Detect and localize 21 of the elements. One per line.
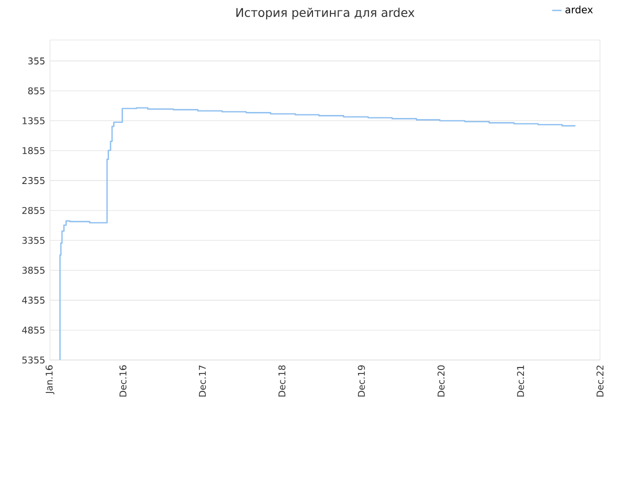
x-tick-label: Dec.20 [438, 365, 445, 397]
x-tick-label: Dec.17 [198, 365, 206, 397]
y-tick-label: 355 [28, 57, 44, 64]
y-tick-label: 2855 [22, 206, 44, 214]
x-tick-label: Dec.19 [358, 365, 365, 397]
y-tick-label: 1355 [22, 117, 44, 124]
y-tick-label: 855 [28, 87, 44, 94]
chart-title: История рейтинга для ardex [236, 8, 414, 20]
y-tick-label: 4355 [22, 296, 44, 304]
y-tick-label: 3355 [22, 236, 44, 244]
x-tick-label: Jan.16 [46, 365, 54, 394]
y-tick-label: 2355 [22, 177, 44, 184]
x-tick-label: Dec.21 [517, 366, 524, 397]
x-tick-label: Dec.16 [119, 365, 126, 397]
x-tick-label: Dec.18 [278, 365, 286, 397]
y-tick-label: 3855 [22, 266, 44, 274]
y-tick-label: 5355 [22, 356, 44, 364]
x-tick-label: Dec.22 [596, 366, 604, 397]
y-tick-label: 4855 [22, 326, 44, 334]
y-tick-label: 1855 [22, 147, 44, 154]
legend-label: ardex [566, 6, 593, 14]
